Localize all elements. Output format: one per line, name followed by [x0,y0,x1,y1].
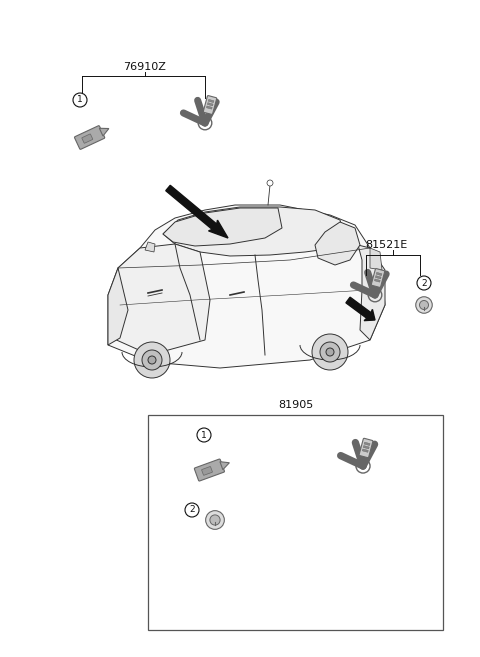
Circle shape [416,297,432,313]
Polygon shape [358,245,385,340]
FancyArrow shape [166,185,228,238]
Polygon shape [163,208,282,246]
Bar [148,415,443,630]
Polygon shape [315,222,360,265]
Circle shape [312,334,348,370]
Polygon shape [220,462,229,470]
Text: 2: 2 [189,505,195,514]
FancyBboxPatch shape [202,466,212,475]
Text: 2: 2 [421,279,427,288]
Polygon shape [108,268,128,345]
FancyBboxPatch shape [363,445,369,449]
Text: 81905: 81905 [278,400,313,410]
FancyBboxPatch shape [74,125,105,149]
FancyBboxPatch shape [376,273,382,275]
Polygon shape [145,242,155,252]
FancyArrow shape [346,297,375,321]
Polygon shape [108,205,385,368]
Polygon shape [163,207,345,256]
Text: 76910Z: 76910Z [123,62,167,72]
Circle shape [142,350,162,370]
Circle shape [320,342,340,362]
Circle shape [267,180,273,186]
FancyBboxPatch shape [364,442,370,445]
Polygon shape [99,128,109,136]
Circle shape [205,510,224,530]
Text: 1: 1 [77,95,83,104]
Circle shape [210,515,220,525]
FancyBboxPatch shape [372,269,384,287]
FancyBboxPatch shape [207,102,213,106]
Circle shape [417,276,431,290]
Polygon shape [370,248,382,270]
Text: 1: 1 [201,430,207,440]
FancyBboxPatch shape [374,279,380,282]
FancyBboxPatch shape [362,449,368,452]
FancyBboxPatch shape [82,134,93,143]
Circle shape [148,356,156,364]
Circle shape [185,503,199,517]
FancyBboxPatch shape [375,276,381,279]
Circle shape [73,93,87,107]
FancyBboxPatch shape [208,99,214,102]
Circle shape [134,342,170,378]
Polygon shape [112,244,210,355]
Circle shape [197,428,211,442]
Circle shape [326,348,334,356]
FancyBboxPatch shape [359,438,373,458]
Text: 81521E: 81521E [365,240,407,250]
FancyBboxPatch shape [194,459,225,481]
Circle shape [420,300,429,309]
FancyBboxPatch shape [206,106,212,109]
FancyBboxPatch shape [204,96,216,114]
